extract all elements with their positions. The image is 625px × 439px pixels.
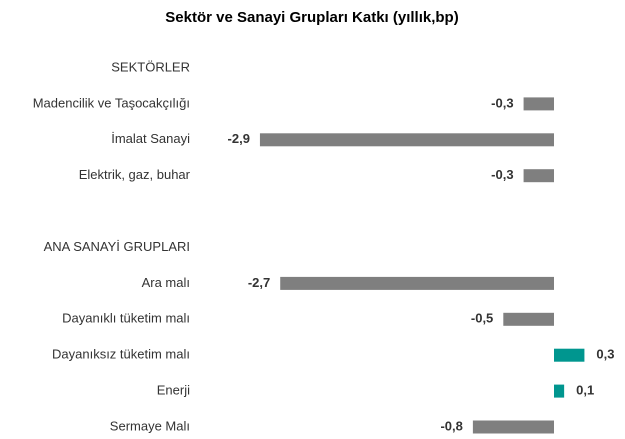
- bar: [554, 384, 565, 398]
- category-label: Sermaye Malı: [110, 418, 190, 433]
- value-label: -0,5: [471, 311, 493, 326]
- category-label: Dayanıklı tüketim malı: [62, 311, 190, 326]
- value-label: -0,3: [491, 95, 513, 110]
- category-label: Enerji: [157, 383, 190, 398]
- value-label: -0,3: [491, 167, 513, 182]
- bar: [280, 276, 554, 290]
- value-label: -0,8: [440, 418, 462, 433]
- value-label: -2,7: [248, 275, 270, 290]
- category-label: Elektrik, gaz, buhar: [79, 167, 191, 182]
- bar: [259, 133, 554, 147]
- bar: [523, 97, 554, 111]
- bar: [472, 420, 554, 434]
- chart-title: Sektör ve Sanayi Grupları Katkı (yıllık,…: [165, 9, 458, 26]
- bar: [523, 169, 554, 183]
- category-label: Madencilik ve Taşocakçılığı: [33, 95, 190, 110]
- value-label: 0,3: [596, 347, 614, 362]
- category-label: Ara malı: [142, 275, 190, 290]
- category-label: SEKTÖRLER: [111, 59, 190, 74]
- bar: [503, 312, 554, 326]
- bar: [554, 348, 585, 362]
- category-label: İmalat Sanayi: [111, 131, 190, 146]
- value-label: -2,9: [228, 131, 250, 146]
- category-label: ANA SANAYİ GRUPLARI: [44, 239, 190, 254]
- category-label: Dayanıksız tüketim malı: [52, 347, 190, 362]
- value-label: 0,1: [576, 383, 594, 398]
